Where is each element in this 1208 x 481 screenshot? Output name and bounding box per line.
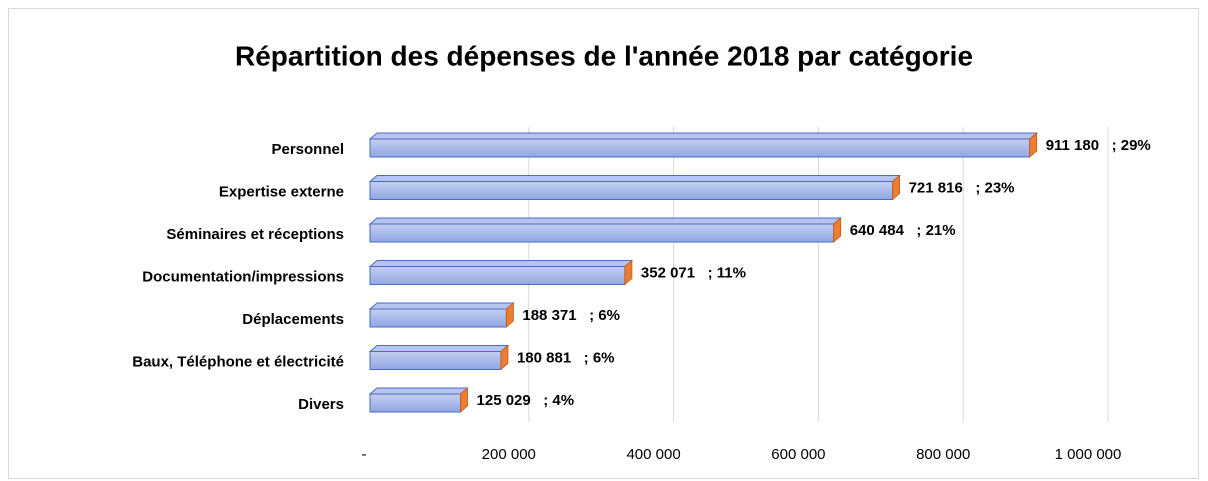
bar-front bbox=[369, 181, 894, 200]
chart-title: Répartition des dépenses de l'année 2018… bbox=[235, 40, 973, 71]
bar-top bbox=[368, 175, 901, 182]
bar-top bbox=[368, 132, 1039, 140]
data-label: 640 484 ; 21% bbox=[850, 222, 956, 239]
bar-side bbox=[460, 387, 468, 413]
bar-side bbox=[500, 344, 509, 371]
bar-side bbox=[833, 217, 842, 243]
data-label: 721 816 ; 23% bbox=[909, 179, 1015, 196]
bar-front bbox=[369, 223, 835, 243]
bar-top bbox=[368, 260, 634, 267]
bar bbox=[368, 174, 901, 201]
data-label: 180 881 ; 6% bbox=[517, 349, 615, 366]
y-tick-label: Divers bbox=[298, 396, 344, 413]
y-tick-label: Documentation/impressions bbox=[142, 268, 344, 285]
x-tick-label: 600 000 bbox=[771, 446, 825, 463]
bar-top bbox=[368, 217, 843, 225]
data-label: 188 371 ; 6% bbox=[522, 307, 620, 324]
bar bbox=[368, 132, 1039, 158]
x-tick-label: 400 000 bbox=[626, 446, 680, 463]
data-label: 352 071 ; 11% bbox=[641, 264, 746, 281]
bar-front bbox=[369, 308, 507, 328]
data-label: 125 029 ; 4% bbox=[477, 392, 575, 409]
y-tick-label: Séminaires et réceptions bbox=[166, 226, 344, 243]
bar bbox=[368, 259, 634, 286]
x-tick-label: - bbox=[362, 446, 367, 463]
y-tick-label: Déplacements bbox=[242, 311, 344, 328]
bar-front bbox=[369, 138, 1031, 158]
bar bbox=[368, 302, 515, 328]
x-tick-label: 800 000 bbox=[916, 446, 970, 463]
x-tick-label: 1 000 000 bbox=[1055, 446, 1122, 463]
bar-top bbox=[368, 345, 510, 352]
bar-top bbox=[368, 387, 469, 395]
y-tick-label: Personnel bbox=[271, 141, 344, 158]
bar-top bbox=[368, 302, 515, 310]
bar-front bbox=[369, 393, 462, 413]
bar-side bbox=[505, 302, 514, 328]
y-tick-label: Baux, Téléphone et électricité bbox=[132, 353, 344, 370]
bar bbox=[368, 387, 469, 413]
bar-side bbox=[624, 259, 633, 286]
bar bbox=[368, 344, 510, 371]
bar-side bbox=[892, 174, 900, 201]
bar bbox=[368, 217, 843, 243]
bar-front bbox=[369, 266, 626, 285]
bar-side bbox=[1029, 132, 1038, 158]
chart-border bbox=[8, 8, 1199, 479]
x-tick-label: 200 000 bbox=[482, 446, 536, 463]
data-label: 911 180 ; 29% bbox=[1046, 137, 1151, 154]
y-tick-label: Expertise externe bbox=[219, 183, 344, 200]
bar-front bbox=[369, 351, 502, 370]
